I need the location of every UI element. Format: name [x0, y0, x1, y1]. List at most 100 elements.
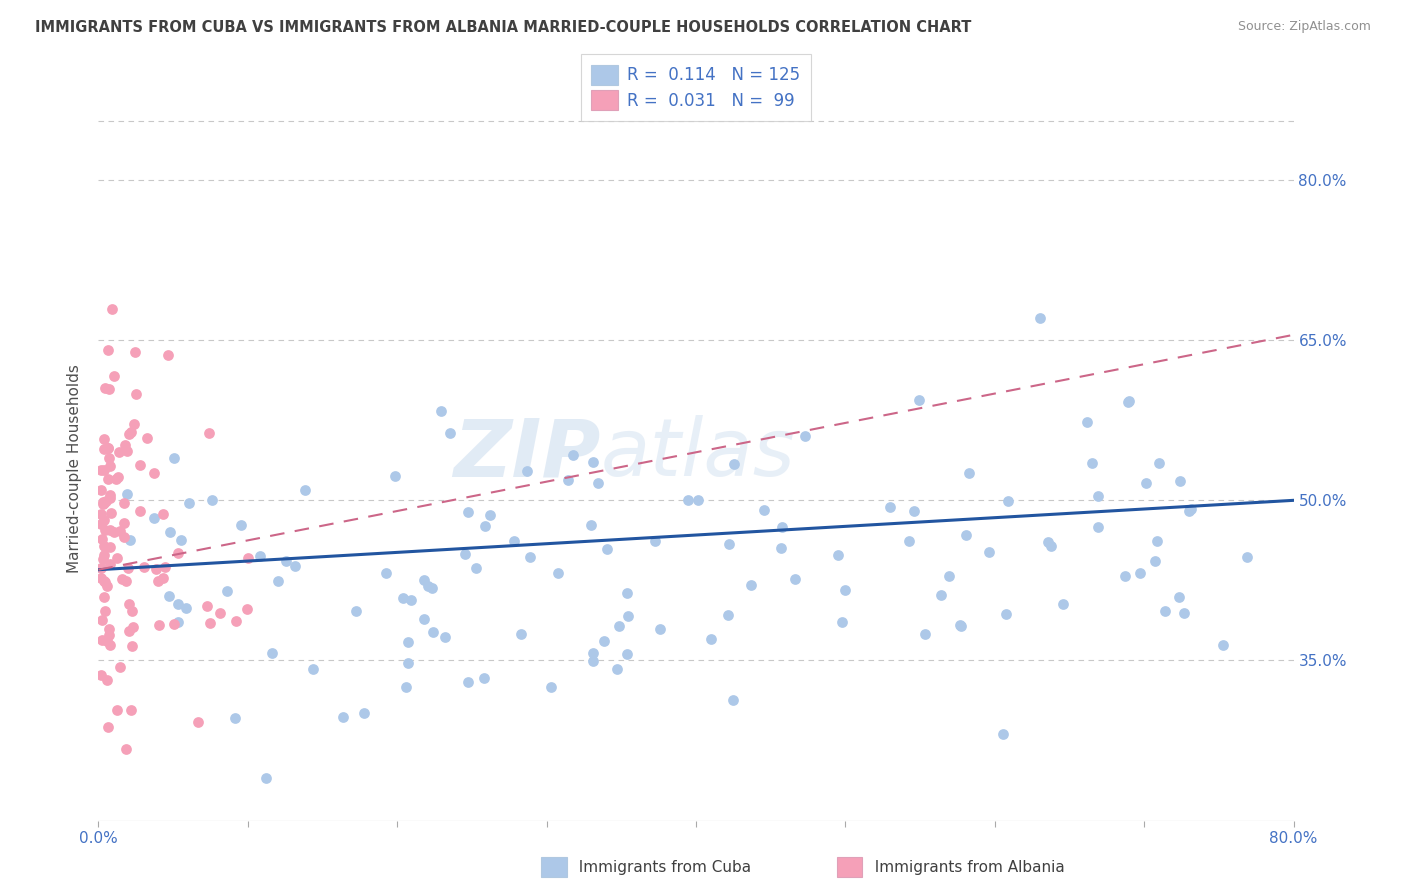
- Point: [699, 632, 721, 647]
- Point: [957, 466, 980, 480]
- Point: [897, 533, 920, 548]
- Point: [1129, 566, 1152, 580]
- Point: [827, 548, 849, 562]
- Point: [717, 607, 740, 622]
- Point: [831, 615, 853, 630]
- Point: [991, 726, 1014, 740]
- Point: [284, 558, 307, 573]
- Point: [686, 493, 709, 508]
- Point: [120, 703, 142, 717]
- Point: [582, 455, 605, 469]
- Point: [166, 597, 188, 611]
- Point: [96, 494, 118, 508]
- Point: [648, 622, 671, 636]
- Point: [225, 614, 247, 628]
- Point: [1118, 394, 1140, 409]
- Point: [93, 548, 115, 562]
- Point: [98, 557, 121, 571]
- Point: [117, 426, 139, 441]
- Point: [616, 647, 638, 661]
- Point: [93, 442, 115, 457]
- Point: [153, 560, 176, 574]
- Point: [834, 582, 856, 597]
- Point: [519, 550, 541, 565]
- Point: [209, 606, 232, 620]
- Text: Immigrants from Cuba: Immigrants from Cuba: [569, 860, 752, 874]
- Point: [561, 448, 583, 462]
- Point: [439, 425, 461, 440]
- Point: [112, 530, 135, 544]
- Point: [1178, 504, 1201, 518]
- Point: [166, 546, 188, 560]
- Point: [938, 569, 960, 583]
- Point: [617, 609, 640, 624]
- Point: [274, 553, 297, 567]
- Point: [120, 425, 142, 439]
- Point: [260, 646, 283, 660]
- Point: [914, 627, 936, 641]
- Point: [90, 507, 112, 521]
- Point: [229, 518, 252, 533]
- Point: [267, 574, 290, 588]
- Point: [93, 591, 115, 605]
- Point: [117, 561, 139, 575]
- Point: [93, 496, 115, 510]
- Point: [136, 431, 159, 445]
- Point: [429, 404, 451, 418]
- Point: [1168, 474, 1191, 488]
- Point: [249, 549, 271, 563]
- Point: [90, 483, 112, 498]
- Point: [344, 604, 367, 618]
- Point: [201, 493, 224, 508]
- Point: [91, 613, 114, 627]
- Point: [302, 662, 325, 676]
- Point: [108, 524, 131, 538]
- Point: [157, 589, 180, 603]
- Point: [1147, 456, 1170, 470]
- Point: [98, 639, 121, 653]
- Point: [717, 537, 740, 551]
- Point: [785, 572, 807, 586]
- Point: [96, 579, 118, 593]
- Point: [91, 495, 114, 509]
- Point: [375, 566, 398, 580]
- Point: [217, 584, 239, 599]
- Point: [148, 618, 170, 632]
- Legend: R =  0.114   N = 125, R =  0.031   N =  99: R = 0.114 N = 125, R = 0.031 N = 99: [581, 54, 811, 121]
- Point: [224, 711, 246, 725]
- Point: [770, 541, 793, 555]
- Point: [770, 520, 793, 534]
- Point: [97, 441, 120, 455]
- Point: [96, 673, 118, 687]
- Point: [195, 599, 218, 613]
- Point: [399, 592, 422, 607]
- Point: [115, 574, 138, 588]
- Point: [121, 604, 143, 618]
- Point: [391, 591, 413, 605]
- Point: [121, 639, 143, 653]
- Point: [159, 524, 181, 539]
- Point: [108, 445, 131, 459]
- Point: [152, 570, 174, 584]
- Point: [332, 709, 354, 723]
- Point: [146, 574, 169, 588]
- Point: [931, 588, 953, 602]
- Point: [197, 425, 219, 440]
- Point: [582, 646, 605, 660]
- Point: [94, 604, 117, 618]
- Point: [103, 524, 125, 539]
- Point: [112, 516, 135, 531]
- Point: [134, 560, 156, 574]
- Point: [606, 663, 628, 677]
- Point: [235, 602, 257, 616]
- Text: ZIP: ZIP: [453, 415, 600, 493]
- Point: [152, 507, 174, 521]
- Point: [592, 634, 614, 648]
- Text: IMMIGRANTS FROM CUBA VS IMMIGRANTS FROM ALBANIA MARRIED-COUPLE HOUSEHOLDS CORREL: IMMIGRANTS FROM CUBA VS IMMIGRANTS FROM …: [35, 20, 972, 35]
- Point: [97, 622, 120, 636]
- Point: [579, 518, 602, 533]
- Point: [93, 539, 115, 553]
- Point: [90, 463, 112, 477]
- Point: [955, 528, 977, 542]
- Point: [238, 550, 260, 565]
